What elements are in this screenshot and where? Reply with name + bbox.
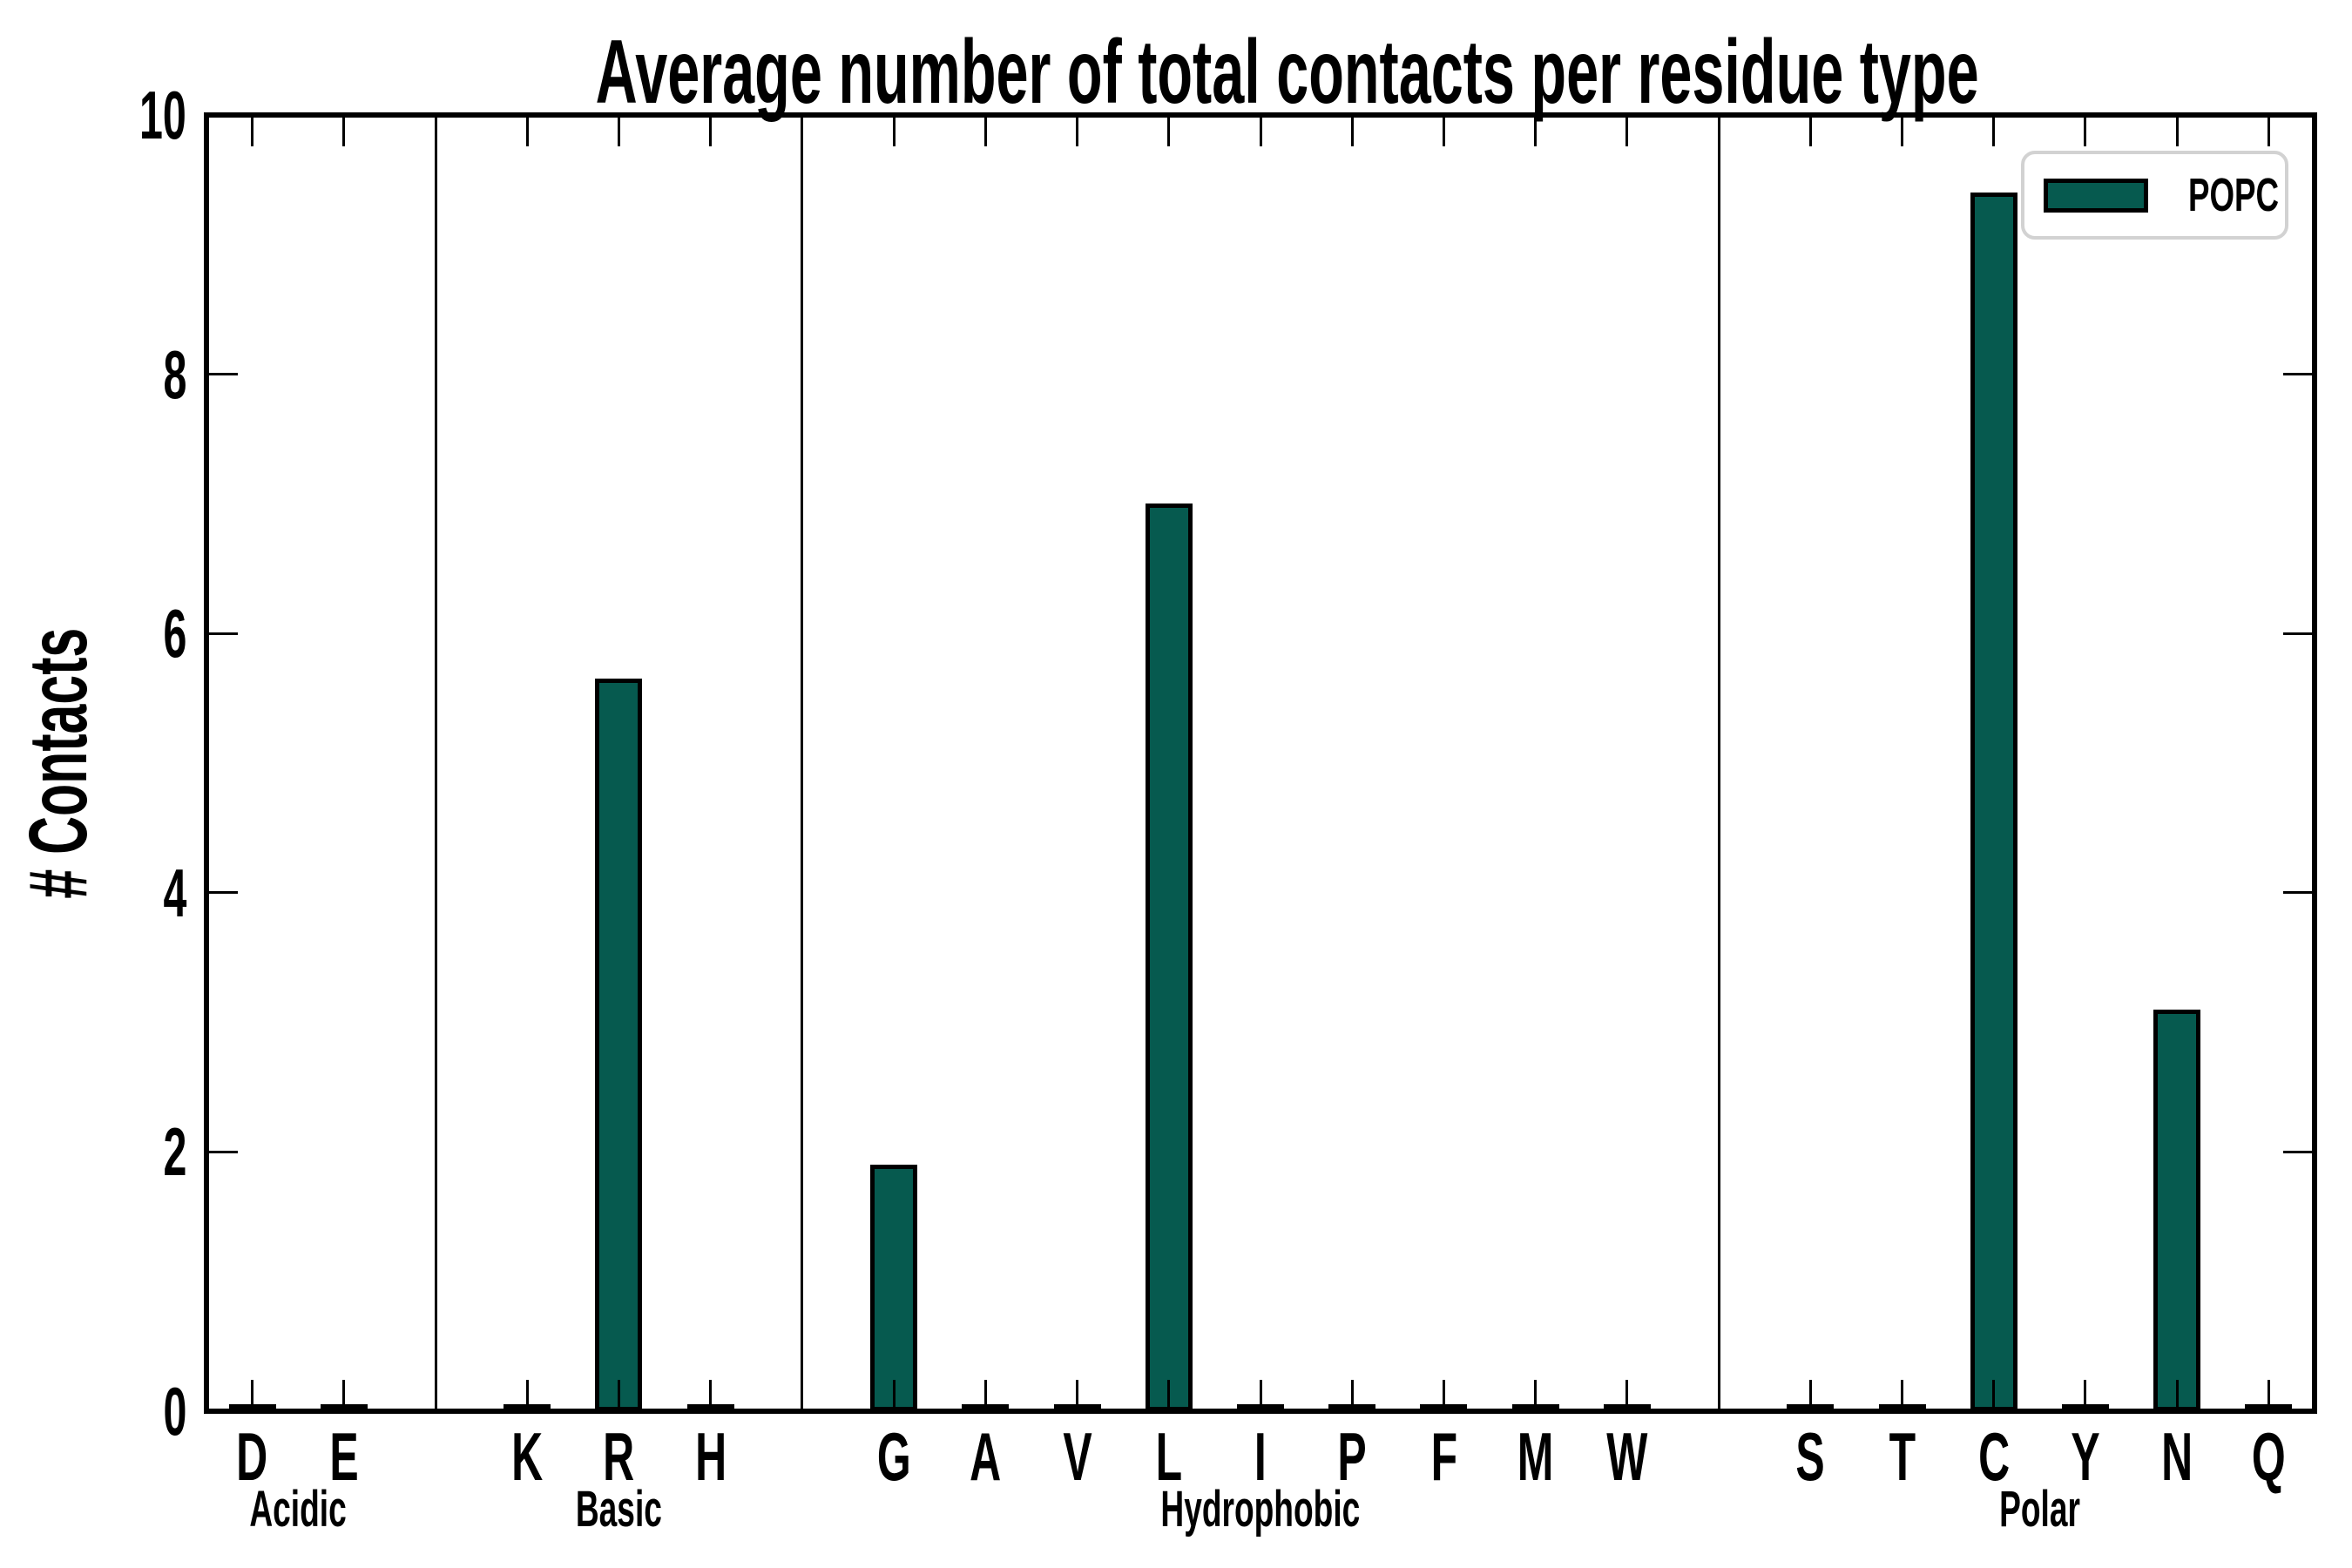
- y-tick-left-2: [206, 1150, 238, 1153]
- x-tick-top-N: [2175, 115, 2179, 146]
- y-tick-right-2: [2283, 1150, 2315, 1153]
- group-label-polar: Polar: [1998, 1481, 2080, 1538]
- y-tick-left-4: [206, 891, 238, 895]
- y-tick-left-10: [206, 113, 238, 117]
- x-tick-label-K: K: [511, 1418, 544, 1495]
- x-tick-label-M: M: [1517, 1418, 1554, 1495]
- x-tick-label-I: I: [1254, 1418, 1267, 1495]
- x-tick-label-T: T: [1889, 1418, 1916, 1495]
- x-tick-bottom-H: [709, 1380, 713, 1411]
- chart-title: Average number of total contacts per res…: [206, 22, 2315, 123]
- x-tick-label-F: F: [1430, 1418, 1457, 1495]
- x-tick-top-T: [1901, 115, 1904, 146]
- x-tick-label-G: G: [876, 1418, 911, 1495]
- x-tick-top-D: [251, 115, 254, 146]
- x-tick-label-Y: Y: [2071, 1418, 2100, 1495]
- x-tick-bottom-Q: [2267, 1380, 2270, 1411]
- y-tick-left-8: [206, 373, 238, 376]
- group-label-acidic: Acidic: [249, 1481, 347, 1538]
- x-tick-top-S: [1808, 115, 1812, 146]
- x-tick-bottom-I: [1259, 1380, 1262, 1411]
- x-tick-bottom-P: [1350, 1380, 1354, 1411]
- y-tick-right-6: [2283, 632, 2315, 635]
- x-tick-bottom-G: [892, 1380, 896, 1411]
- group-label-basic: Basic: [575, 1481, 662, 1538]
- x-tick-bottom-N: [2175, 1380, 2179, 1411]
- y-tick-left-0: [206, 1409, 238, 1413]
- x-tick-label-H: H: [694, 1418, 727, 1495]
- x-tick-top-Q: [2267, 115, 2270, 146]
- x-tick-top-H: [709, 115, 713, 146]
- chart-title-text: Average number of total contacts per res…: [595, 22, 1979, 123]
- legend: POPC: [2021, 151, 2288, 240]
- y-axis-title: # Contacts: [6, 328, 111, 1199]
- group-separator: [801, 115, 804, 1411]
- x-tick-label-E: E: [329, 1418, 359, 1495]
- x-tick-label-L: L: [1155, 1418, 1183, 1495]
- x-tick-top-V: [1076, 115, 1079, 146]
- x-tick-bottom-W: [1625, 1380, 1629, 1411]
- x-tick-top-G: [892, 115, 896, 146]
- x-tick-label-P: P: [1337, 1418, 1367, 1495]
- x-tick-bottom-C: [1992, 1380, 1996, 1411]
- bar-N: [2153, 1010, 2201, 1411]
- x-tick-top-A: [983, 115, 987, 146]
- x-tick-bottom-D: [251, 1380, 254, 1411]
- x-tick-label-C: C: [1977, 1418, 2010, 1495]
- x-tick-top-L: [1167, 115, 1171, 146]
- x-tick-label-S: S: [1795, 1418, 1825, 1495]
- y-tick-right-8: [2283, 373, 2315, 376]
- y-tick-label-8: 8: [163, 335, 186, 413]
- legend-swatch-popc: [2044, 178, 2148, 213]
- x-tick-bottom-M: [1534, 1380, 1538, 1411]
- bar-C: [1970, 193, 2017, 1411]
- x-tick-top-E: [342, 115, 346, 146]
- y-tick-label-0: 0: [163, 1373, 186, 1450]
- y-tick-left-6: [206, 632, 238, 635]
- x-tick-top-Y: [2084, 115, 2087, 146]
- bar-R: [595, 679, 643, 1411]
- x-tick-bottom-S: [1808, 1380, 1812, 1411]
- x-tick-bottom-R: [617, 1380, 620, 1411]
- y-tick-label-10: 10: [139, 77, 186, 153]
- y-tick-right-10: [2283, 113, 2315, 117]
- group-separator: [434, 115, 437, 1411]
- x-tick-top-W: [1625, 115, 1629, 146]
- x-tick-bottom-T: [1901, 1380, 1904, 1411]
- x-tick-bottom-V: [1076, 1380, 1079, 1411]
- y-tick-label-4: 4: [163, 854, 186, 931]
- group-separator: [1717, 115, 1720, 1411]
- y-tick-right-0: [2283, 1409, 2315, 1413]
- y-tick-right-4: [2283, 891, 2315, 895]
- x-tick-top-I: [1259, 115, 1262, 146]
- y-tick-label-2: 2: [163, 1113, 186, 1191]
- x-tick-bottom-K: [525, 1380, 529, 1411]
- x-tick-bottom-E: [342, 1380, 346, 1411]
- x-tick-label-W: W: [1606, 1418, 1648, 1495]
- x-tick-top-K: [525, 115, 529, 146]
- bar-L: [1145, 504, 1193, 1411]
- legend-entry: POPC: [2188, 172, 2322, 219]
- x-tick-label-Q: Q: [2251, 1418, 2286, 1495]
- x-tick-label-N: N: [2161, 1418, 2193, 1495]
- x-tick-label-D: D: [236, 1418, 268, 1495]
- legend-label: POPC: [2188, 169, 2280, 221]
- x-tick-top-F: [1442, 115, 1445, 146]
- x-tick-label-A: A: [970, 1418, 1002, 1495]
- x-tick-label-V: V: [1062, 1418, 1092, 1495]
- x-tick-top-R: [617, 115, 620, 146]
- x-tick-bottom-A: [983, 1380, 987, 1411]
- x-tick-top-C: [1992, 115, 1996, 146]
- x-tick-bottom-Y: [2084, 1380, 2087, 1411]
- group-label-hydrophobic: Hydrophobic: [1160, 1481, 1361, 1538]
- x-tick-label-R: R: [603, 1418, 635, 1495]
- x-tick-bottom-L: [1167, 1380, 1171, 1411]
- plot-area: [206, 113, 2315, 1413]
- bar-G: [870, 1165, 918, 1411]
- x-tick-top-M: [1534, 115, 1538, 146]
- x-tick-top-P: [1350, 115, 1354, 146]
- y-tick-label-6: 6: [163, 595, 186, 672]
- x-tick-bottom-F: [1442, 1380, 1445, 1411]
